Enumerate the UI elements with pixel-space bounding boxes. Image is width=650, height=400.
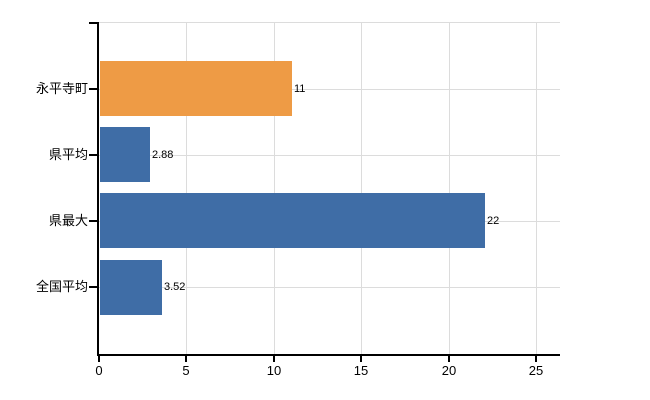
x-axis-tick <box>185 356 187 362</box>
v-gridline <box>449 22 450 355</box>
y-axis-tick <box>89 153 97 156</box>
value-label-national-average: 3.52 <box>164 281 186 293</box>
x-axis-tick <box>273 356 275 362</box>
h-gridline <box>99 154 560 156</box>
value-label-prefecture-max: 22 <box>487 214 500 227</box>
y-axis-tick <box>89 219 97 222</box>
h-gridline <box>99 287 560 288</box>
h-gridline <box>99 88 560 90</box>
v-gridline <box>274 22 275 355</box>
v-gridline <box>186 22 187 355</box>
v-gridline <box>361 22 362 355</box>
v-gridline <box>536 22 537 355</box>
value-label-eiheijicho: 11 <box>294 82 306 95</box>
y-axis-line <box>97 22 99 355</box>
bar-prefecture-max <box>100 193 485 249</box>
y-axis-tick <box>89 22 97 24</box>
x-axis-tick <box>98 356 100 362</box>
category-label-prefecture-average: 県平均 <box>48 146 88 162</box>
bar-national-average <box>100 259 162 315</box>
x-axis-tick <box>360 356 362 362</box>
x-axis-line <box>97 354 560 356</box>
x-axis-tick <box>535 356 537 362</box>
x-tick-label: 20 <box>441 363 457 378</box>
x-tick-label: 10 <box>266 363 282 378</box>
x-tick-label: 25 <box>528 363 544 378</box>
bar-eiheijicho <box>100 61 292 116</box>
x-tick-label: 15 <box>353 363 369 378</box>
x-tick-label: 0 <box>95 363 103 378</box>
x-tick-label: 5 <box>182 363 190 378</box>
value-label-prefecture-average: 2.88 <box>152 148 174 161</box>
y-axis-tick <box>89 286 97 288</box>
category-label-eiheijicho: 永平寺町 <box>35 80 88 96</box>
bar-prefecture-average <box>100 127 150 183</box>
category-label-national-average: 全国平均 <box>35 279 88 294</box>
plot-top-gridline <box>99 22 560 23</box>
y-axis-tick <box>89 87 97 90</box>
category-label-prefecture-max: 県最大 <box>48 212 88 228</box>
x-axis-tick <box>448 356 450 362</box>
